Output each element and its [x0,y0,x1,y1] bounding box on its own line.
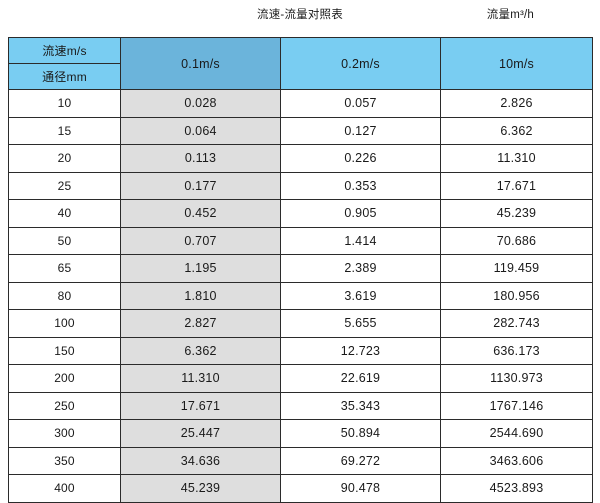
cell-v01: 2.827 [120,309,281,338]
cell-dn: 50 [8,226,121,255]
cell-dn: 400 [8,474,121,503]
table-row: 15 0.064 0.127 6.362 [8,116,593,145]
table-row: 350 34.636 69.272 3463.606 [8,446,593,475]
table-row: 100 2.827 5.655 282.743 [8,309,593,338]
flow-velocity-table-container: 流速m/s 0.1m/s 0.2m/s 10m/s 通径mm 10 0.028 … [8,37,593,503]
cell-v02: 0.226 [280,144,441,173]
cell-v10: 11.310 [440,144,593,173]
cell-dn: 100 [8,309,121,338]
cell-v01: 34.636 [120,446,281,475]
column-header-0: 0.1m/s [120,37,281,90]
cell-v10: 636.173 [440,336,593,365]
cell-v01: 45.239 [120,474,281,503]
cell-v10: 17.671 [440,171,593,200]
cell-dn: 300 [8,419,121,448]
table-row: 65 1.195 2.389 119.459 [8,254,593,283]
table-header-row-bottom: 通径mm [8,63,593,90]
cell-v01: 25.447 [120,419,281,448]
cell-v02: 0.057 [280,89,441,118]
cell-v01: 1.195 [120,254,281,283]
cell-v02: 0.353 [280,171,441,200]
cell-v10: 180.956 [440,281,593,310]
table-body: 10 0.028 0.057 2.826 15 0.064 0.127 6.36… [8,89,593,503]
cell-v01: 0.113 [120,144,281,173]
table-row: 80 1.810 3.619 180.956 [8,281,593,310]
table-row: 50 0.707 1.414 70.686 [8,226,593,255]
cell-v02: 0.905 [280,199,441,228]
cell-v02: 5.655 [280,309,441,338]
cell-v10: 282.743 [440,309,593,338]
flow-velocity-table: 流速m/s 0.1m/s 0.2m/s 10m/s 通径mm 10 0.028 … [8,37,593,503]
cell-v10: 1130.973 [440,364,593,393]
column-header-2: 10m/s [440,37,593,90]
cell-v10: 6.362 [440,116,593,145]
table-caption-row: 流速-流量对照表 流量m³/h [0,0,600,37]
cell-v10: 45.239 [440,199,593,228]
table-row: 200 11.310 22.619 1130.973 [8,364,593,393]
cell-v01: 6.362 [120,336,281,365]
cell-v02: 3.619 [280,281,441,310]
column-header-1: 0.2m/s [280,37,441,90]
cell-dn: 20 [8,144,121,173]
cell-v10: 2.826 [440,89,593,118]
cell-v01: 11.310 [120,364,281,393]
cell-dn: 65 [8,254,121,283]
cell-v02: 0.127 [280,116,441,145]
cell-v10: 4523.893 [440,474,593,503]
cell-v02: 1.414 [280,226,441,255]
cell-v02: 69.272 [280,446,441,475]
cell-dn: 200 [8,364,121,393]
page-title: 流速-流量对照表 [257,9,343,21]
cell-dn: 250 [8,391,121,420]
table-row: 20 0.113 0.226 11.310 [8,144,593,173]
table-row: 250 17.671 35.343 1767.146 [8,391,593,420]
cell-v01: 0.064 [120,116,281,145]
cell-v02: 22.619 [280,364,441,393]
cell-dn: 350 [8,446,121,475]
flow-unit-label: 流量m³/h [486,9,534,21]
cell-v02: 50.894 [280,419,441,448]
cell-v01: 0.177 [120,171,281,200]
cell-v02: 35.343 [280,391,441,420]
table-row: 25 0.177 0.353 17.671 [8,171,593,200]
cell-dn: 15 [8,116,121,145]
cell-v10: 3463.606 [440,446,593,475]
table-header-row-top: 流速m/s 0.1m/s 0.2m/s 10m/s [8,37,593,90]
corner-header-velocity: 流速m/s [8,37,121,64]
cell-v02: 2.389 [280,254,441,283]
cell-dn: 10 [8,89,121,118]
cell-dn: 25 [8,171,121,200]
cell-v10: 70.686 [440,226,593,255]
cell-v01: 0.452 [120,199,281,228]
cell-dn: 150 [8,336,121,365]
cell-dn: 80 [8,281,121,310]
corner-header-diameter: 通径mm [8,63,121,90]
cell-v01: 0.028 [120,89,281,118]
table-row: 10 0.028 0.057 2.826 [8,89,593,118]
table-header: 流速m/s 0.1m/s 0.2m/s 10m/s 通径mm [8,37,593,90]
table-row: 40 0.452 0.905 45.239 [8,199,593,228]
table-row: 300 25.447 50.894 2544.690 [8,419,593,448]
cell-dn: 40 [8,199,121,228]
cell-v10: 119.459 [440,254,593,283]
cell-v02: 90.478 [280,474,441,503]
cell-v01: 17.671 [120,391,281,420]
cell-v02: 12.723 [280,336,441,365]
table-row: 400 45.239 90.478 4523.893 [8,474,593,503]
cell-v01: 0.707 [120,226,281,255]
cell-v10: 2544.690 [440,419,593,448]
cell-v10: 1767.146 [440,391,593,420]
table-row: 150 6.362 12.723 636.173 [8,336,593,365]
cell-v01: 1.810 [120,281,281,310]
